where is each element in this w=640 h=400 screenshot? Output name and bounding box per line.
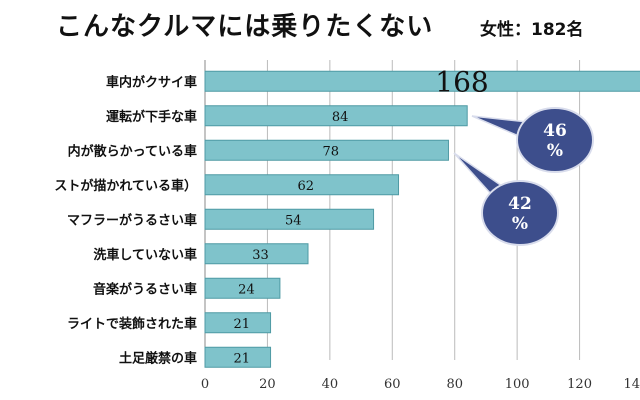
x-tick-label: 40 xyxy=(322,377,339,392)
chart-title: こんなクルマには乗りたくない xyxy=(56,12,434,42)
category-label: 運転が下手な車 xyxy=(106,109,197,125)
category-label: 土足厳禁の車 xyxy=(119,350,197,366)
respondent-count: 女性：182名 xyxy=(480,20,584,40)
bar xyxy=(204,243,309,265)
bar xyxy=(204,208,375,230)
callout-label: % xyxy=(512,214,528,234)
x-tick-label: 120 xyxy=(567,377,592,392)
category-label: ライトで装飾された車 xyxy=(67,316,197,332)
x-tick-label: 14 xyxy=(623,377,640,392)
callout-bubble xyxy=(516,107,594,173)
data-label: 33 xyxy=(252,248,269,263)
x-tick-label: 80 xyxy=(446,377,463,392)
data-label: 24 xyxy=(238,282,255,297)
data-label: 168 xyxy=(435,65,488,98)
category-label: マフラーがうるさい車 xyxy=(67,212,197,228)
callout-label: 46 xyxy=(543,121,567,141)
category-label: 音楽がうるさい車 xyxy=(93,281,197,297)
data-label: 62 xyxy=(297,179,314,194)
bar xyxy=(204,346,272,368)
bar xyxy=(204,70,640,92)
category-label: 車内がクサイ車 xyxy=(106,74,197,90)
category-label: 内が散らかっている車 xyxy=(68,143,197,159)
category-label: ストが描かれている車） xyxy=(54,178,197,194)
x-tick-label: 100 xyxy=(505,377,530,392)
data-label: 78 xyxy=(322,144,339,159)
bar xyxy=(204,277,281,299)
category-label: 洗車していない車 xyxy=(93,247,197,263)
bar xyxy=(204,139,449,161)
x-tick-label: 0 xyxy=(201,377,209,392)
x-tick-label: 20 xyxy=(259,377,276,392)
data-label: 21 xyxy=(234,317,251,332)
data-label: 54 xyxy=(285,213,302,228)
callout-label: 42 xyxy=(508,194,532,214)
data-label: 21 xyxy=(234,351,251,366)
bar xyxy=(204,312,272,334)
bar xyxy=(204,174,400,196)
callout-label: % xyxy=(547,141,563,161)
callout-bubble xyxy=(481,180,559,246)
data-label: 84 xyxy=(332,110,349,125)
x-tick-label: 60 xyxy=(384,377,401,392)
bar xyxy=(204,105,468,127)
